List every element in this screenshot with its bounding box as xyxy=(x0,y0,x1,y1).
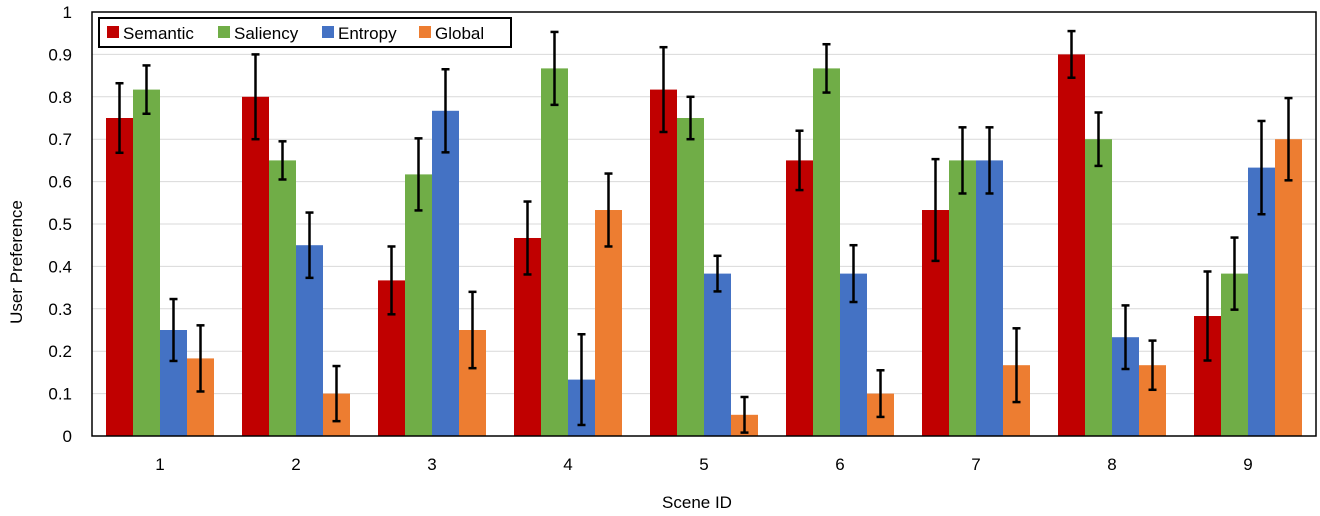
bar-semantic-scene-6 xyxy=(786,160,813,436)
error-bar xyxy=(278,140,287,181)
bar-semantic-scene-8 xyxy=(1058,54,1085,437)
bar-saliency-scene-7 xyxy=(949,160,976,436)
error-bars xyxy=(115,29,1293,434)
error-bar xyxy=(876,369,885,419)
y-axis-title: User Preference xyxy=(7,200,26,324)
bar-saliency-scene-2 xyxy=(269,160,296,436)
x-tick-label: 3 xyxy=(427,455,436,474)
error-bar xyxy=(931,157,940,263)
error-bar xyxy=(305,211,314,280)
error-bar xyxy=(387,245,396,316)
bar-saliency-scene-6 xyxy=(813,68,840,436)
error-bar xyxy=(740,395,749,434)
y-tick-label: 0.7 xyxy=(48,130,72,149)
y-tick-label: 0.6 xyxy=(48,173,72,192)
error-bar xyxy=(468,290,477,370)
error-bar xyxy=(604,172,613,248)
plot-frame xyxy=(91,11,1317,437)
error-bar xyxy=(1121,304,1130,371)
error-bar xyxy=(686,95,695,141)
y-tick-label: 0 xyxy=(63,427,72,446)
error-bar xyxy=(1230,236,1239,311)
error-bar xyxy=(1067,29,1076,79)
error-bar xyxy=(958,126,967,195)
error-bar xyxy=(251,53,260,141)
x-tick-label: 5 xyxy=(699,455,708,474)
error-bar xyxy=(1203,270,1212,362)
y-tick-label: 0.9 xyxy=(48,45,72,64)
error-bar xyxy=(577,332,586,427)
bar-saliency-scene-1 xyxy=(133,89,160,436)
bar-semantic-scene-1 xyxy=(106,118,133,436)
bar-saliency-scene-5 xyxy=(677,118,704,436)
y-tick-label: 0.1 xyxy=(48,385,72,404)
bar-global-scene-9 xyxy=(1275,139,1302,436)
x-tick-label: 2 xyxy=(291,455,300,474)
legend-swatch-entropy xyxy=(322,26,334,38)
bar-saliency-scene-8 xyxy=(1085,139,1112,436)
x-tick-label: 9 xyxy=(1243,455,1252,474)
error-bar xyxy=(414,137,423,212)
error-bar xyxy=(523,200,532,276)
x-tick-label: 6 xyxy=(835,455,844,474)
error-bar xyxy=(849,243,858,304)
error-bar xyxy=(115,81,124,155)
error-bar xyxy=(822,42,831,94)
bar-semantic-scene-5 xyxy=(650,89,677,436)
bar-entropy-scene-3 xyxy=(432,110,459,437)
y-tick-label: 1 xyxy=(63,3,72,22)
legend-label-semantic: Semantic xyxy=(123,24,194,43)
error-bar xyxy=(441,67,450,154)
y-tick-label: 0.3 xyxy=(48,300,72,319)
bar-semantic-scene-2 xyxy=(242,96,269,437)
legend-label-saliency: Saliency xyxy=(234,24,299,43)
x-tick-label: 7 xyxy=(971,455,980,474)
error-bar xyxy=(1284,96,1293,182)
legend-label-entropy: Entropy xyxy=(338,24,397,43)
bar-entropy-scene-7 xyxy=(976,160,1003,436)
x-tick-label: 4 xyxy=(563,455,572,474)
legend-swatch-semantic xyxy=(107,26,119,38)
legend-swatch-saliency xyxy=(218,26,230,38)
error-bar xyxy=(196,324,205,393)
y-tick-label: 0.4 xyxy=(48,257,72,276)
y-tick-label: 0.2 xyxy=(48,342,72,361)
x-tick-label: 8 xyxy=(1107,455,1116,474)
error-bar xyxy=(332,364,341,423)
error-bar xyxy=(550,30,559,107)
y-tick-label: 0.8 xyxy=(48,88,72,107)
error-bar xyxy=(1012,327,1021,404)
bar-entropy-scene-5 xyxy=(704,273,731,436)
bar-saliency-scene-4 xyxy=(541,68,568,436)
bar-saliency-scene-3 xyxy=(405,174,432,436)
legend: Semantic Saliency Entropy Global xyxy=(98,17,512,48)
x-tick-label: 1 xyxy=(155,455,164,474)
error-bar xyxy=(1148,339,1157,392)
error-bar xyxy=(142,64,151,116)
error-bar xyxy=(713,254,722,293)
x-axis-title: Scene ID xyxy=(662,493,732,512)
error-bar xyxy=(985,126,994,195)
error-bar xyxy=(169,297,178,363)
axes: 0 0.1 0.2 0.3 0.4 0.5 0.6 0.7 0.8 0.9 1 1 2 3 4 5 6 7 8 9 xyxy=(48,3,1317,474)
error-bar xyxy=(1257,119,1266,216)
legend-label-global: Global xyxy=(435,24,484,43)
error-bar xyxy=(659,45,668,134)
error-bar xyxy=(1094,111,1103,168)
y-tick-label: 0.5 xyxy=(48,215,72,234)
legend-swatch-global xyxy=(419,26,431,38)
legend-box xyxy=(98,17,512,48)
error-bar xyxy=(795,129,804,192)
bar-groups xyxy=(106,54,1302,437)
